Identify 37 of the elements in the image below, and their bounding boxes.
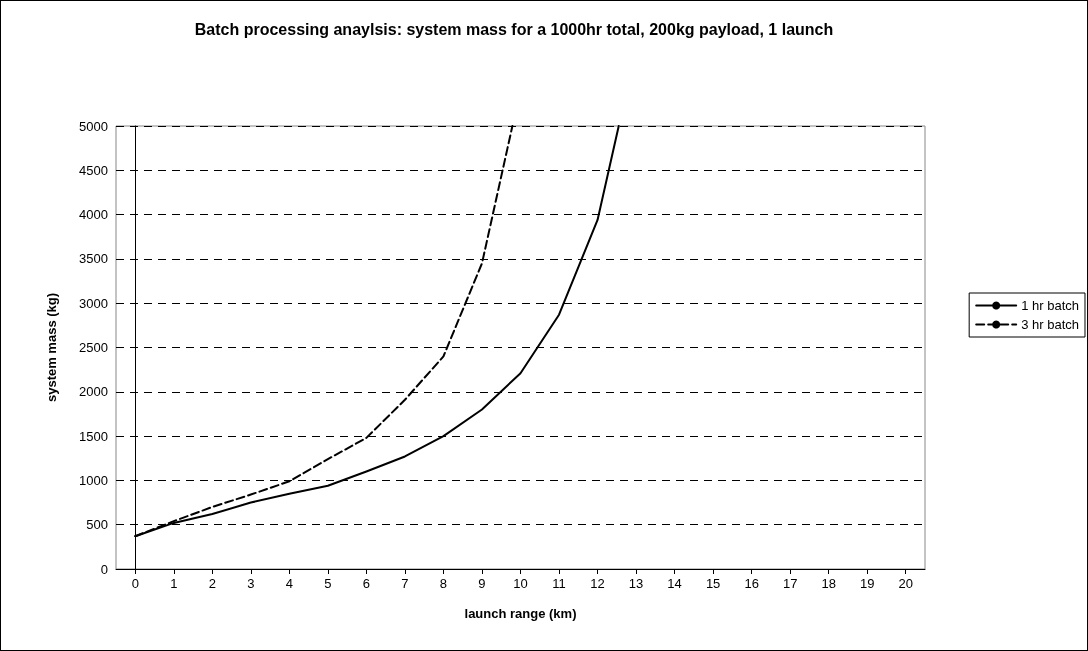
x-tick-label: 18 <box>821 576 836 591</box>
x-tick-label: 20 <box>898 576 913 591</box>
y-tick-label: 5000 <box>79 118 108 134</box>
y-axis-title: system mass (kg) <box>44 292 59 403</box>
y-tick-label: 0 <box>100 561 108 577</box>
y-tick-label: 3000 <box>79 295 108 311</box>
y-tick-label: 500 <box>86 517 108 533</box>
x-tick-label: 10 <box>513 576 528 591</box>
x-tick-label: 1 <box>170 576 178 591</box>
x-tick-label: 11 <box>552 576 566 591</box>
x-tick-label: 3 <box>247 576 255 591</box>
x-axis-title: launch range (km) <box>464 606 577 621</box>
y-tick-label: 2000 <box>79 384 108 400</box>
x-tick-label: 5 <box>324 576 332 591</box>
y-tick-label: 3500 <box>79 251 108 267</box>
x-tick-label: 8 <box>439 576 448 591</box>
y-tick-label: 1500 <box>79 428 108 444</box>
x-tick-label: 6 <box>362 576 371 591</box>
x-tick-label: 0 <box>131 576 139 591</box>
x-tick-label: 7 <box>401 576 409 591</box>
x-tick-label: 19 <box>859 576 875 591</box>
y-tick-label: 4000 <box>79 207 108 223</box>
x-tick-label: 4 <box>285 576 293 591</box>
legend-label: 3 hr batch <box>1021 317 1080 332</box>
x-tick-label: 15 <box>705 576 721 591</box>
x-tick-label: 2 <box>208 576 216 591</box>
x-tick-label: 12 <box>590 576 605 591</box>
x-tick-label: 16 <box>744 576 759 591</box>
x-tick-label: 9 <box>478 576 486 591</box>
legend-label: 1 hr batch <box>1021 298 1080 313</box>
x-tick-label: 14 <box>667 576 682 591</box>
chart-title: Batch processing anaylsis: system mass for a 1000hr total, 200kg payload, 1 launch <box>194 20 834 38</box>
y-tick-label: 1000 <box>79 472 108 488</box>
x-tick-label: 17 <box>782 576 798 591</box>
y-tick-label: 2500 <box>79 340 108 355</box>
y-tick-label: 4500 <box>79 162 108 178</box>
x-tick-label: 13 <box>628 576 644 591</box>
